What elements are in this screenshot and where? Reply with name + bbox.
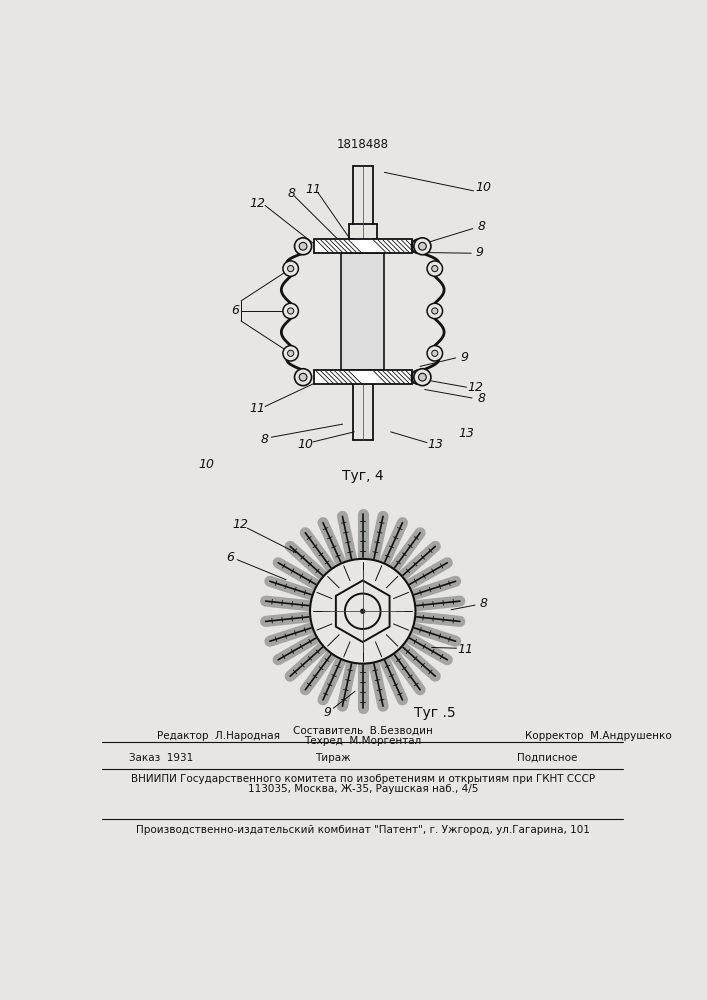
Circle shape	[361, 609, 365, 613]
Text: Корректор  М.Андрушенко: Корректор М.Андрушенко	[525, 731, 672, 741]
Text: 10: 10	[198, 458, 214, 471]
Circle shape	[288, 266, 293, 272]
Circle shape	[419, 373, 426, 381]
Circle shape	[414, 238, 431, 255]
Polygon shape	[314, 239, 411, 253]
Text: 9: 9	[476, 246, 484, 259]
Circle shape	[427, 261, 443, 276]
Circle shape	[432, 350, 438, 356]
Text: 9: 9	[460, 351, 468, 364]
Polygon shape	[336, 580, 390, 642]
Text: 9: 9	[323, 706, 331, 719]
Text: Τуг, 4: Τуг, 4	[342, 469, 383, 483]
Circle shape	[414, 369, 431, 386]
Text: 13: 13	[459, 427, 474, 440]
Text: Тираж: Тираж	[315, 753, 351, 763]
Circle shape	[295, 369, 312, 386]
Text: Техред  М.Моргентал: Техред М.Моргентал	[304, 736, 421, 746]
Circle shape	[310, 559, 416, 664]
Circle shape	[283, 261, 298, 276]
Text: Составитель  В.Безводин: Составитель В.Безводин	[293, 726, 433, 736]
Text: 10: 10	[476, 181, 491, 194]
Text: Редактор  Л.Народная: Редактор Л.Народная	[156, 731, 279, 741]
Circle shape	[299, 373, 307, 381]
Text: 11: 11	[250, 402, 265, 415]
Polygon shape	[341, 253, 385, 370]
Text: 8: 8	[261, 433, 269, 446]
Text: Τуг .5: Τуг .5	[414, 706, 455, 720]
Text: 8: 8	[479, 597, 488, 610]
Text: 113035, Москва, Ж-35, Раушская наб., 4/5: 113035, Москва, Ж-35, Раушская наб., 4/5	[247, 784, 478, 794]
Text: Заказ  1931: Заказ 1931	[129, 753, 193, 763]
Text: 1818488: 1818488	[337, 138, 389, 151]
Text: 8: 8	[477, 220, 485, 233]
Text: 12: 12	[468, 381, 484, 394]
Circle shape	[295, 238, 312, 255]
Text: 10: 10	[298, 438, 313, 451]
Circle shape	[432, 266, 438, 272]
Text: 11: 11	[458, 643, 474, 656]
Text: 6: 6	[232, 304, 240, 317]
Circle shape	[283, 346, 298, 361]
Text: 8: 8	[477, 392, 485, 405]
Text: ВНИИПИ Государственного комитета по изобретениям и открытиям при ГКНТ СССР: ВНИИПИ Государственного комитета по изоб…	[131, 774, 595, 784]
Circle shape	[345, 594, 380, 629]
Text: 12: 12	[250, 197, 265, 210]
Circle shape	[427, 346, 443, 361]
Circle shape	[288, 350, 293, 356]
Circle shape	[283, 303, 298, 319]
Circle shape	[427, 303, 443, 319]
Text: 13: 13	[428, 438, 443, 451]
Text: Производственно-издательский комбинат "Патент", г. Ужгород, ул.Гагарина, 101: Производственно-издательский комбинат "П…	[136, 825, 590, 835]
Text: 6: 6	[226, 551, 234, 564]
Text: 11: 11	[305, 183, 321, 196]
Polygon shape	[314, 370, 411, 384]
Text: Подписное: Подписное	[517, 753, 578, 763]
Circle shape	[419, 242, 426, 250]
Text: 12: 12	[233, 518, 248, 531]
Circle shape	[299, 242, 307, 250]
Circle shape	[288, 308, 293, 314]
Text: 8: 8	[288, 187, 296, 200]
Circle shape	[432, 308, 438, 314]
